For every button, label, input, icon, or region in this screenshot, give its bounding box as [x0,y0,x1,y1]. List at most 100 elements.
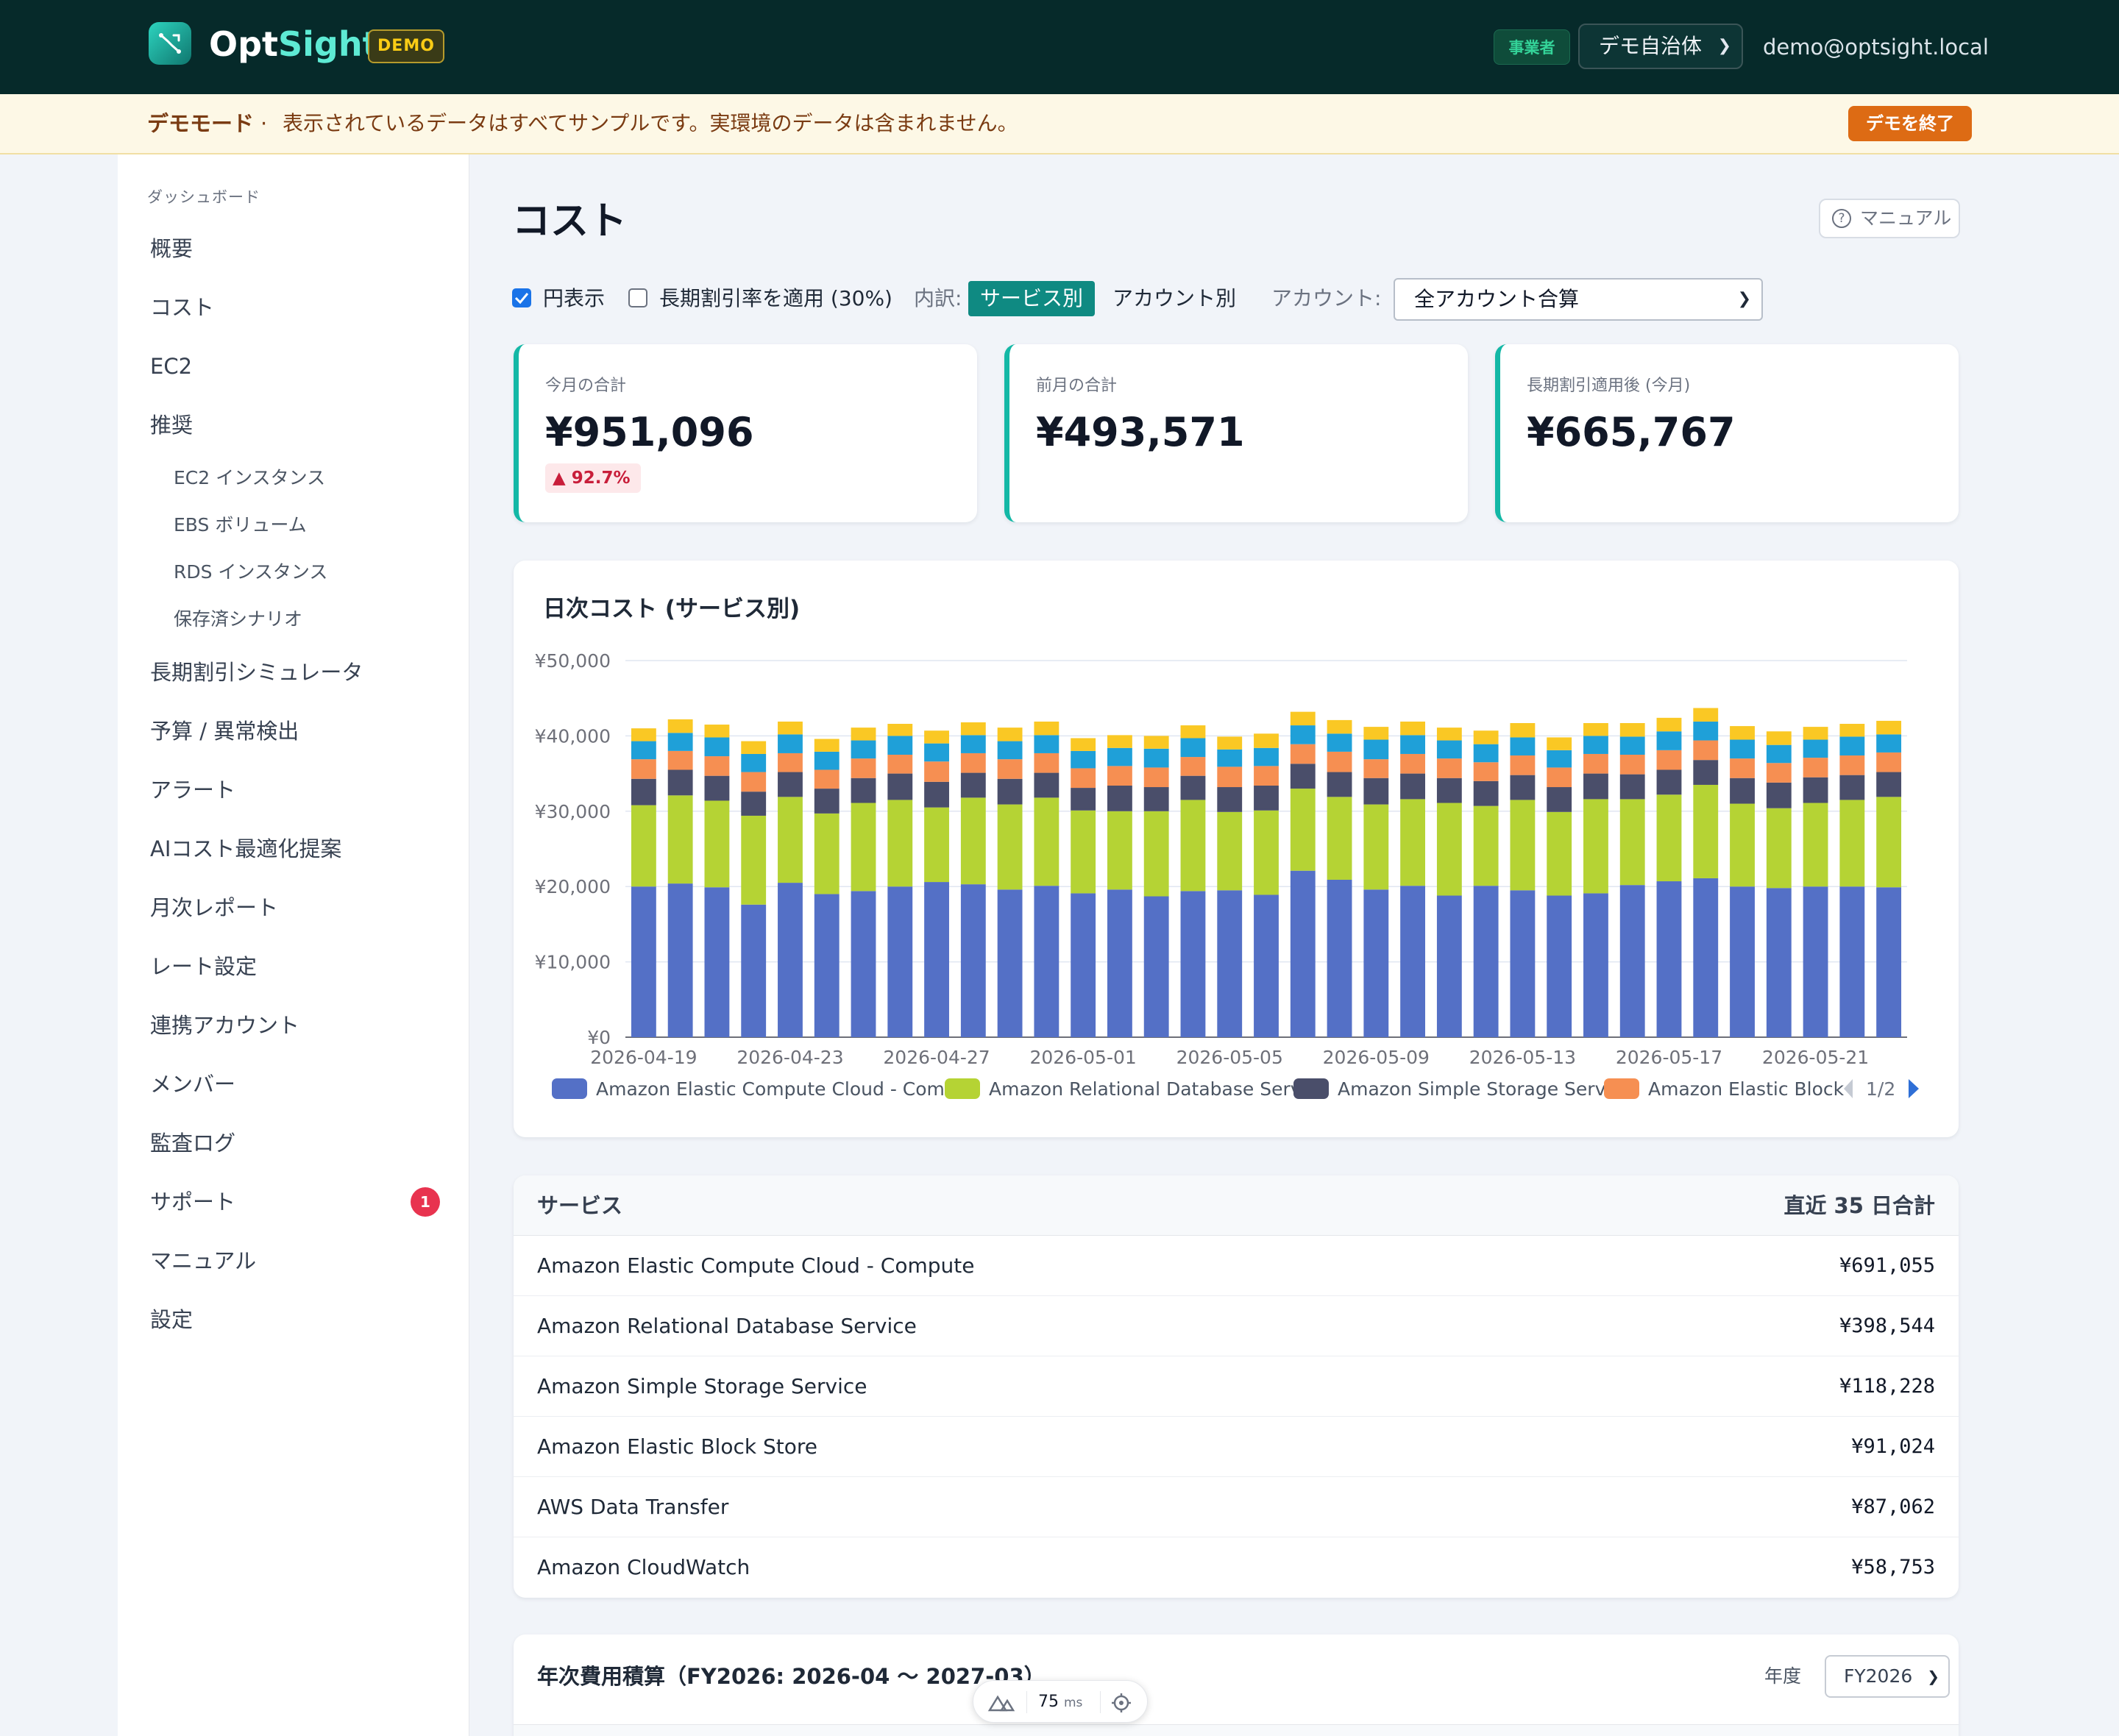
account-select[interactable]: 全アカウント合算 ❯ [1394,278,1763,321]
long-term-discount-label[interactable]: 長期割引率を適用 (30%) [659,286,892,310]
sidebar-item-manual[interactable]: マニュアル [150,1248,257,1273]
sidebar-item-cost[interactable]: コスト [150,295,215,320]
service-name: AWS Data Transfer [537,1495,729,1519]
sidebar-item-ec2[interactable]: EC2 [150,354,193,379]
table-row[interactable]: Amazon Elastic Compute Cloud - Compute ¥… [514,1236,1959,1296]
logo-icon[interactable] [149,22,191,65]
bar-segment [1766,888,1792,1037]
yen-display-checkbox[interactable] [512,288,531,307]
legend-swatch [1293,1078,1329,1099]
legend-item[interactable]: Amazon Simple Storage Servic [1293,1078,1621,1100]
sidebar-subitem-ec2-instances[interactable]: EC2 インスタンス [174,467,326,488]
bar-segment [1071,768,1096,789]
sidebar-item-members[interactable]: メンバー [150,1072,236,1097]
bar-segment [1619,755,1645,775]
bar-segment [1400,721,1426,736]
user-email[interactable]: demo@optsight.local [1763,35,1989,60]
bar-segment [1254,785,1279,811]
bar-segment [814,751,840,770]
sidebar-item-settings[interactable]: 設定 [150,1307,194,1332]
service-name: Amazon Elastic Block Store [537,1434,817,1459]
organization-select[interactable]: デモ自治体 ❯ [1578,24,1743,69]
bar-segment [667,733,693,751]
chevron-down-icon: ❯ [1927,1668,1939,1685]
long-term-discount-checkbox[interactable] [628,288,647,307]
bar-segment [960,772,986,798]
sidebar-item-alerts[interactable]: アラート [150,778,236,803]
bar-segment [1656,750,1682,770]
devtools-toggle[interactable]: 75 ms [973,1680,1148,1723]
y-tick-label: ¥0 [587,1027,611,1048]
sidebar-subitem-rds-instances[interactable]: RDS インスタンス [174,561,328,583]
bar-segment [1730,778,1755,804]
bar-segment [1327,751,1352,772]
column-header-service[interactable]: サービス [537,1193,623,1218]
table-row[interactable]: AWS Data Transfer ¥87,062 [514,1477,1959,1537]
sidebar-item-audit-log[interactable]: 監査ログ [150,1131,236,1156]
sidebar-item-recommendations[interactable]: 推奨 [150,413,194,438]
bar-segment [1803,777,1828,803]
sidebar-item-discount-simulator[interactable]: 長期割引シミュレータ [150,660,363,685]
bar-segment [1143,787,1169,811]
sidebar-item-support[interactable]: サポート [150,1189,236,1214]
legend-swatch [552,1078,587,1099]
brand-name[interactable]: OptSight [209,24,379,64]
daily-cost-chart-card: 日次コスト (サービス別) ¥0 ¥10,000 ¥20,000 ¥30,000 ¥40… [514,561,1959,1137]
bar-segment [1803,739,1828,758]
bar-segment [1510,722,1536,738]
bar-segment [960,722,986,736]
bar-segment [1876,752,1902,772]
table-row[interactable]: Amazon Simple Storage Service ¥118,228 [514,1356,1959,1417]
legend-item[interactable]: Amazon Relational Database Servic [945,1078,1316,1100]
column-header-total[interactable]: 直近 35 日合計 [1783,1193,1935,1218]
daily-cost-chart[interactable]: ¥0 ¥10,000 ¥20,000 ¥30,000 ¥40,000 ¥50,000 202… [514,561,1959,1137]
end-demo-button[interactable]: デモを終了 [1848,106,1972,141]
bar-segment [851,803,876,892]
sidebar-subitem-saved-scenarios[interactable]: 保存済シナリオ [174,608,303,630]
demo-mode-banner: デモモード · 表示されているデータはすべてサンプルです。実環境のデータは含まれ… [0,94,2119,154]
manual-button[interactable]: ? マニュアル [1819,199,1960,238]
bar-segment [1180,800,1206,892]
bar-segment [1363,778,1389,805]
legend-item[interactable]: Amazon Elastic Block [1604,1078,1845,1100]
sidebar-subitem-ebs-volumes[interactable]: EBS ボリューム [174,514,307,536]
bar-segment [924,761,949,782]
sidebar-item-ai-optimization[interactable]: AIコスト最適化提案 [150,836,342,861]
bar-segment [1400,799,1426,886]
target-icon[interactable] [1110,1692,1132,1714]
bar-segment [887,800,913,887]
bar-segment [1034,886,1060,1037]
bar-segment [1436,803,1462,896]
table-row[interactable]: Amazon CloudWatch ¥58,753 [514,1537,1959,1598]
sidebar-item-budget-anomaly[interactable]: 予算 / 異常検出 [150,719,299,744]
bar-segment [778,772,803,797]
bar-segment [1143,767,1169,788]
bar-segment [814,769,840,789]
yen-display-label[interactable]: 円表示 [543,286,606,310]
bar-segment [1876,734,1902,753]
bar-segment [1473,780,1499,806]
legend-next-icon[interactable] [1909,1079,1919,1098]
bar-segment [1583,893,1608,1037]
bar-segment [1034,721,1060,736]
service-cost-table: サービス 直近 35 日合計 Amazon Elastic Compute Cl… [514,1175,1959,1598]
sidebar-item-overview[interactable]: 概要 [150,236,194,261]
bar-segment [1034,753,1060,773]
bar-segment [1839,800,1865,887]
bar-segment [741,753,767,772]
table-row[interactable]: Amazon Relational Database Service ¥398,… [514,1296,1959,1356]
sidebar-item-linked-accounts[interactable]: 連携アカウント [150,1013,300,1038]
fiscal-year-select[interactable]: FY2026 ❯ [1825,1655,1950,1698]
legend-item[interactable]: Amazon Elastic Compute Cloud - Comp [552,1078,956,1100]
demo-badge: DEMO [368,29,444,63]
bar-segment [960,735,986,753]
bar-segment [1217,749,1243,767]
breakdown-by-service-button[interactable]: サービス別 [968,281,1095,316]
breakdown-by-account-button[interactable]: アカウント別 [1112,286,1237,310]
bar-segment [667,719,693,733]
table-row[interactable]: Amazon Elastic Block Store ¥91,024 [514,1417,1959,1477]
sidebar-item-monthly-report[interactable]: 月次レポート [150,895,279,920]
sidebar-item-rate-settings[interactable]: レート設定 [150,954,258,979]
bar-segment [1510,737,1536,756]
y-tick-label: ¥50,000 [535,650,611,672]
